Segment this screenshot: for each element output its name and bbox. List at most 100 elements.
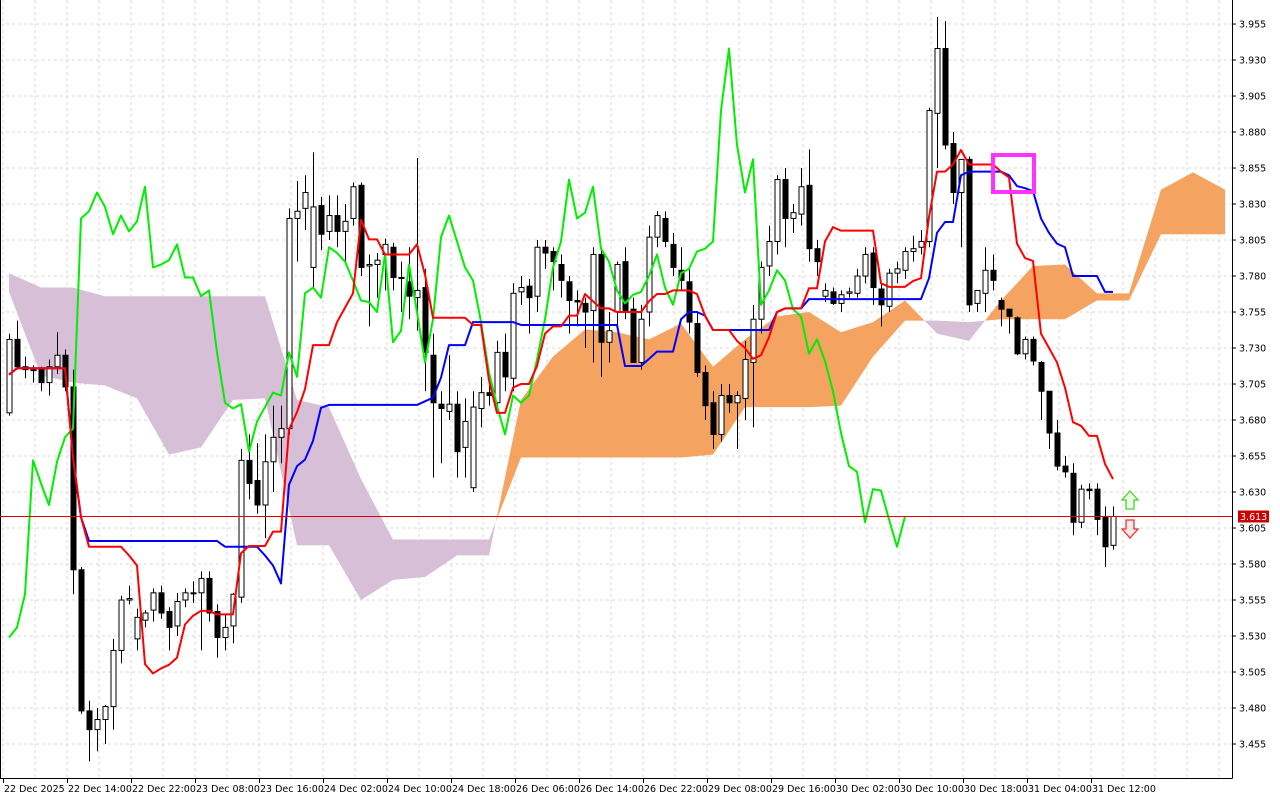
x-tick-label: 26 Dec 14:00 (580, 784, 644, 795)
candle-body (446, 403, 453, 412)
cloud-segment (137, 296, 169, 455)
candle-body (1006, 308, 1013, 317)
candle-body (598, 253, 605, 343)
indicator-lines (8, 47, 1114, 675)
candle-body (414, 289, 421, 299)
x-tick-label: 30 Dec 18:00 (964, 784, 1028, 795)
cloud-segment (233, 296, 265, 400)
bear-candle (86, 700, 93, 762)
bear-candle (726, 384, 733, 413)
candle-body (214, 611, 221, 638)
candle-body (150, 592, 157, 611)
cloud-segment (393, 539, 425, 580)
candle-body (862, 253, 869, 277)
candle-body (742, 359, 749, 399)
arrow-up-icon (1120, 490, 1140, 510)
candle-body (870, 252, 877, 289)
bull-candle (294, 181, 301, 262)
candle-body (814, 248, 821, 263)
candle-body (142, 612, 149, 621)
y-tick-label: 3.855 (1239, 164, 1266, 175)
bear-candle (670, 232, 677, 277)
cloud-segment (1001, 265, 1033, 320)
cloud-segment (329, 407, 361, 601)
bull-candle (742, 340, 749, 421)
candle-body (702, 372, 709, 407)
candle-body (38, 369, 45, 384)
candle-body (846, 291, 853, 294)
candle-body (494, 351, 501, 404)
x-tick-label: 22 Dec 22:00 (132, 784, 196, 795)
candle-body (886, 272, 893, 307)
x-tick-label: 30 Dec 10:00 (900, 784, 964, 795)
bear-candle (318, 196, 325, 251)
candle-body (46, 366, 53, 384)
bear-candle (662, 211, 669, 248)
bear-candle (710, 391, 717, 449)
y-tick-label: 3.905 (1239, 92, 1266, 103)
bull-candle (142, 610, 149, 628)
bull-candle (934, 16, 941, 169)
bear-candle (942, 21, 949, 150)
bull-candle (790, 204, 797, 233)
y-tick-label: 3.680 (1239, 416, 1266, 427)
bull-candle (910, 235, 917, 262)
candle-body (478, 392, 485, 410)
candle-body (934, 48, 941, 114)
candle-body (1062, 465, 1069, 473)
candle-body (694, 323, 701, 374)
candle-body (342, 220, 349, 232)
candle-body (110, 649, 117, 708)
bull-candle (766, 225, 773, 277)
cloud-segment (105, 296, 137, 399)
bear-candle (1086, 483, 1093, 500)
bear-candle (598, 250, 605, 377)
candle-body (1078, 488, 1085, 523)
bull-candle (278, 405, 285, 464)
bull-candle (590, 247, 597, 363)
bull-candle (926, 107, 933, 248)
bear-candle (1046, 390, 1053, 449)
bear-candle (1014, 316, 1021, 356)
bear-candle (950, 132, 957, 205)
candle-body (534, 246, 541, 297)
bull-candle (846, 287, 853, 298)
bull-candle (302, 175, 309, 230)
candle-body (590, 253, 597, 312)
candle-body (518, 287, 525, 293)
bull-candle (1022, 336, 1029, 360)
bear-candle (574, 290, 581, 327)
y-tick-label: 3.805 (1239, 236, 1266, 247)
candle-body (974, 289, 981, 304)
bear-candle (334, 195, 341, 248)
bull-candle (310, 152, 317, 288)
cloud-segment (1097, 293, 1129, 301)
candle-body (94, 719, 101, 731)
candle-body (774, 179, 781, 242)
candle-body (406, 281, 413, 297)
bull-candle (606, 312, 613, 363)
candle-body (502, 351, 509, 378)
candle-body (638, 318, 645, 363)
y-tick-label: 3.655 (1239, 452, 1266, 463)
cloud-segment (425, 539, 457, 577)
candle-body (1054, 432, 1061, 467)
candle-body (878, 288, 885, 306)
candle-body (950, 143, 957, 194)
cloud-segment (361, 479, 393, 601)
bear-candle (806, 149, 813, 262)
bull-candle (190, 581, 197, 603)
time-axis-bg (0, 779, 1280, 800)
x-tick-label: 31 Dec 12:00 (1092, 784, 1156, 795)
bear-candle (1030, 336, 1037, 366)
bear-candle (246, 434, 253, 500)
candle-body (926, 109, 933, 242)
bull-candle (46, 359, 53, 396)
candle-body (662, 217, 669, 242)
bear-candle (1070, 463, 1077, 536)
bull-candle (134, 608, 141, 651)
bull-candle (350, 182, 357, 226)
candle-body (790, 212, 797, 219)
candle-body (6, 338, 13, 414)
